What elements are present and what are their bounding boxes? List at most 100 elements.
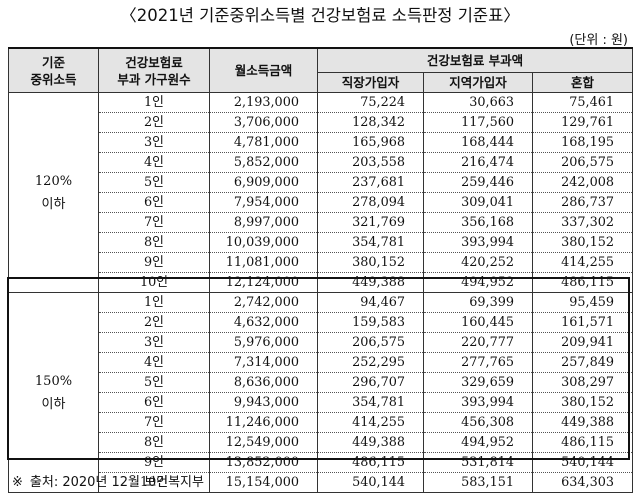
table-row: 9인 13,852,000 486,115 531,814 540,144 — [9, 452, 633, 473]
table-row: 8인 10,039,000 354,781 393,994 380,152 — [9, 232, 633, 253]
regional-cell: 329,659 — [423, 372, 533, 393]
household-cell: 3인 — [98, 332, 210, 353]
table-row: 4인 5,852,000 203,558 216,474 206,575 — [9, 152, 633, 173]
regional-cell: 69,399 — [423, 292, 533, 313]
table-row: 10인 15,154,000 540,144 583,151 634,303 — [9, 472, 633, 493]
income-cell: 5,976,000 — [209, 332, 318, 353]
source-text: 출처: 2020년 12월 보건복지부 — [29, 475, 204, 490]
household-cell: 7인 — [98, 412, 210, 433]
mixed-cell: 634,303 — [532, 472, 633, 493]
mixed-cell: 206,575 — [532, 152, 633, 173]
household-cell: 8인 — [98, 232, 210, 253]
unit-label: (단위 : 원) — [569, 33, 628, 48]
mixed-cell: 242,008 — [532, 172, 633, 193]
table-row: 5인 6,909,000 237,681 259,446 242,008 — [9, 172, 633, 193]
regional-cell: 220,777 — [423, 332, 533, 353]
regional-cell: 393,994 — [423, 392, 533, 413]
document-title: 〈2021년 기준중위소득별 건강보험료 소득판정 기준표〉 — [120, 6, 520, 25]
regional-cell: 216,474 — [423, 152, 533, 173]
household-cell: 5인 — [98, 172, 210, 193]
table-row: 9인 11,081,000 380,152 420,252 414,255 — [9, 252, 633, 273]
workplace-cell: 128,342 — [317, 112, 424, 133]
workplace-cell: 94,467 — [317, 292, 424, 313]
category-label: 이하 — [41, 396, 66, 412]
income-cell: 2,193,000 — [209, 92, 318, 113]
household-cell: 1인 — [98, 92, 210, 113]
note-mark: ※ — [12, 475, 23, 490]
income-cell: 10,039,000 — [209, 232, 318, 253]
table-row: 10인 12,124,000 449,388 494,952 486,115 — [9, 272, 633, 293]
income-cell: 5,852,000 — [209, 152, 318, 173]
regional-cell: 356,168 — [423, 212, 533, 233]
table-row: 3인 5,976,000 206,575 220,777 209,941 — [9, 332, 633, 353]
income-criteria-table-wrapper: 기준 중위소득 건강보험료 부과 가구원수 월소득금액 건강보험료 부과액 직장… — [8, 47, 633, 493]
regional-cell: 456,308 — [423, 412, 533, 433]
table-row: 2인 3,706,000 128,342 117,560 129,761 — [9, 112, 633, 133]
header-household-line1: 건강보험료 — [125, 54, 183, 70]
household-cell: 4인 — [98, 152, 210, 173]
income-cell: 6,909,000 — [209, 172, 318, 193]
table-header: 기준 중위소득 건강보험료 부과 가구원수 월소득금액 건강보험료 부과액 직장… — [8, 47, 633, 93]
income-cell: 9,943,000 — [209, 392, 318, 413]
income-cell: 7,314,000 — [209, 352, 318, 373]
workplace-cell: 237,681 — [317, 172, 424, 193]
table-row: 7인 11,246,000 414,255 456,308 449,388 — [9, 412, 633, 433]
category-cell: 120% 이하 — [8, 92, 99, 293]
income-cell: 12,124,000 — [209, 272, 318, 293]
table-row: 6인 7,954,000 278,094 309,041 286,737 — [9, 192, 633, 213]
workplace-cell: 165,968 — [317, 132, 424, 153]
workplace-cell: 278,094 — [317, 192, 424, 213]
household-cell: 8인 — [98, 432, 210, 453]
category-percent: 120% — [34, 173, 73, 189]
income-cell: 12,549,000 — [209, 432, 318, 453]
header-category-line1: 기준 — [41, 54, 65, 70]
regional-cell: 583,151 — [423, 472, 533, 493]
regional-cell: 393,994 — [423, 232, 533, 253]
income-cell: 15,154,000 — [209, 472, 318, 493]
regional-cell: 160,445 — [423, 312, 533, 333]
category-label: 이하 — [41, 196, 66, 212]
income-cell: 2,742,000 — [209, 292, 318, 313]
regional-cell: 168,444 — [423, 132, 533, 153]
household-cell: 4인 — [98, 352, 210, 373]
income-cell: 8,997,000 — [209, 212, 318, 233]
workplace-cell: 540,144 — [317, 472, 424, 493]
household-cell: 10인 — [98, 472, 210, 493]
mixed-cell: 449,388 — [532, 412, 633, 433]
table-row: 5인 8,636,000 296,707 329,659 308,297 — [9, 372, 633, 393]
regional-cell: 30,663 — [423, 92, 533, 113]
table-row: 7인 8,997,000 321,769 356,168 337,302 — [9, 212, 633, 233]
household-cell: 2인 — [98, 312, 210, 333]
regional-cell: 309,041 — [423, 192, 533, 213]
workplace-cell: 252,295 — [317, 352, 424, 373]
table-row: 2인 4,632,000 159,583 160,445 161,571 — [9, 312, 633, 333]
workplace-cell: 486,115 — [317, 452, 424, 473]
income-cell: 13,852,000 — [209, 452, 318, 473]
mixed-cell: 95,459 — [532, 292, 633, 313]
workplace-cell: 321,769 — [317, 212, 424, 233]
workplace-cell: 380,152 — [317, 252, 424, 273]
source-note: ※ 출처: 2020년 12월 보건복지부 — [12, 471, 204, 490]
workplace-cell: 203,558 — [317, 152, 424, 173]
workplace-cell: 354,781 — [317, 392, 424, 413]
mixed-cell: 257,849 — [532, 352, 633, 373]
table-row: 4인 7,314,000 252,295 277,765 257,849 — [9, 352, 633, 373]
table-row: 8인 12,549,000 449,388 494,952 486,115 — [9, 432, 633, 453]
household-cell: 3인 — [98, 132, 210, 153]
mixed-cell: 414,255 — [532, 252, 633, 273]
income-cell: 11,081,000 — [209, 252, 318, 273]
income-cell: 4,781,000 — [209, 132, 318, 153]
header-household-line2: 부과 가구원수 — [117, 71, 191, 87]
household-cell: 2인 — [98, 112, 210, 133]
household-cell: 7인 — [98, 212, 210, 233]
table-row: 6인 9,943,000 354,781 393,994 380,152 — [9, 392, 633, 413]
table-row: 3인 4,781,000 165,968 168,444 168,195 — [9, 132, 633, 153]
mixed-cell: 380,152 — [532, 232, 633, 253]
household-cell: 6인 — [98, 392, 210, 413]
header-mixed: 혼합 — [532, 72, 633, 93]
mixed-cell: 380,152 — [532, 392, 633, 413]
header-premium-group: 건강보험료 부과액 — [317, 47, 633, 73]
income-cell: 8,636,000 — [209, 372, 318, 393]
mixed-cell: 337,302 — [532, 212, 633, 233]
table-row: 150% 이하 1인 2,742,000 94,467 69,399 95,459 — [8, 292, 633, 493]
